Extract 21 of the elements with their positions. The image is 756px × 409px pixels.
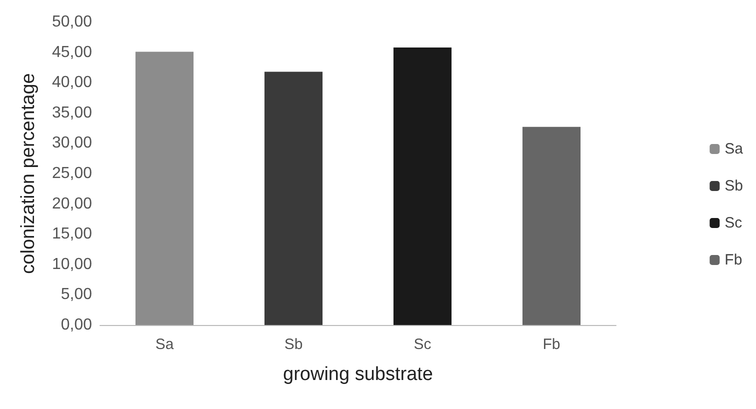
y-axis-title: colonization percentage <box>18 73 39 274</box>
y-tick-label: 50,00 <box>52 14 92 30</box>
x-tick-label: Fb <box>542 336 560 353</box>
y-tick-label: 15,00 <box>52 226 92 243</box>
legend-label: Fb <box>724 252 742 268</box>
legend-label: Sc <box>724 214 743 232</box>
y-tick-label: 35,00 <box>52 104 92 122</box>
y-tick-label: 25,00 <box>52 165 92 182</box>
y-tick-label: 40,00 <box>52 74 92 92</box>
x-tick-label: Sb <box>284 336 303 353</box>
x-tick-label: Sa <box>155 336 174 353</box>
y-tick-label: 30,00 <box>52 134 92 152</box>
legend-label: Sa <box>724 140 744 158</box>
x-axis-title: growing substrate <box>283 364 433 385</box>
y-tick-label: 5,00 <box>60 286 92 304</box>
legend-label: Sb <box>724 178 744 194</box>
y-tick-label: 20,00 <box>52 195 92 212</box>
y-tick-label: 10,00 <box>52 256 92 273</box>
y-tick-label: 45,00 <box>52 44 92 61</box>
y-tick-label: 0,00 <box>60 316 92 334</box>
x-tick-label: Sc <box>414 336 432 353</box>
